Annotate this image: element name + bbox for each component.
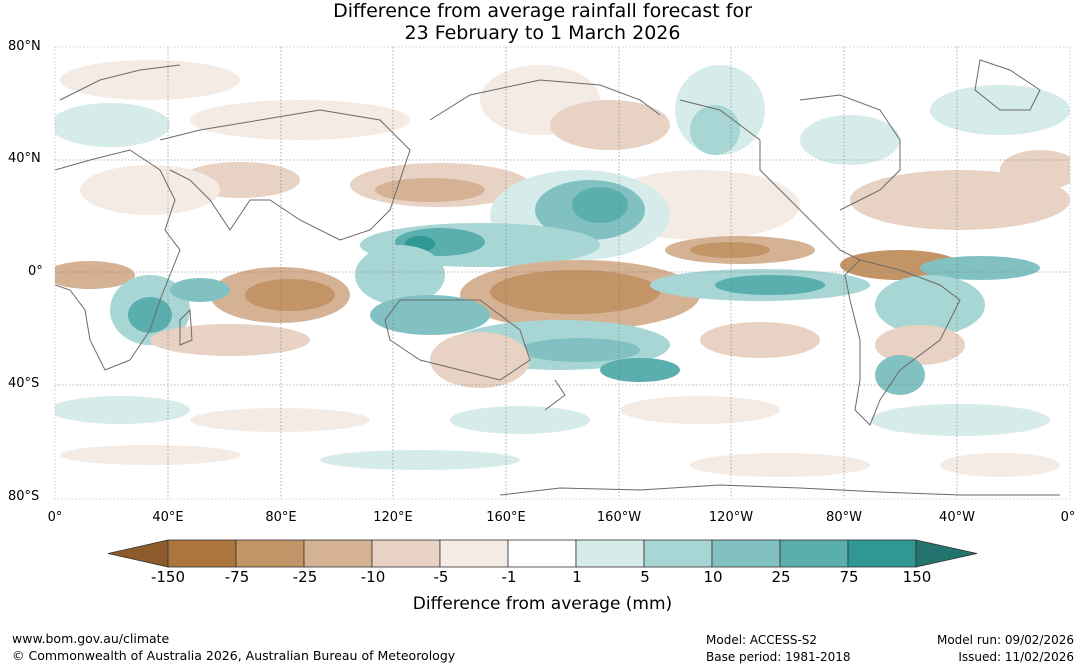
- map-frame: [54, 46, 1071, 500]
- colorbar-tick-neg25: -25: [292, 568, 318, 586]
- anomaly-fields: [55, 60, 1070, 477]
- colorbar-swatch: [167, 539, 237, 568]
- colorbar-tick-5: 5: [640, 568, 650, 586]
- footer-issued: Issued: 11/02/2026: [958, 650, 1074, 664]
- footer-url[interactable]: www.bom.gov.au/climate: [12, 631, 170, 646]
- footer-model: Model: ACCESS-S2: [706, 633, 818, 647]
- colorbar-swatch: [303, 539, 373, 568]
- colorbar-swatch: [507, 539, 577, 568]
- lon-label-0-end: 0°: [1060, 510, 1076, 525]
- lat-label-80s: 80°S: [8, 489, 40, 504]
- lat-label-40s: 40°S: [8, 376, 40, 391]
- colorbar-swatch: [847, 539, 917, 568]
- lat-label-equator: 0°: [28, 264, 43, 279]
- colorbar-title: Difference from average (mm): [412, 594, 673, 614]
- lon-label-160e: 160°E: [486, 510, 526, 525]
- colorbar-tick-neg150: -150: [150, 568, 186, 586]
- lat-label-80n: 80°N: [8, 39, 41, 54]
- lon-label-0: 0°: [47, 510, 63, 525]
- colorbar-tick-neg10: -10: [360, 568, 386, 586]
- colorbar-swatch: [711, 539, 781, 568]
- colorbar-tick-25: 25: [771, 568, 791, 586]
- coastlines: [55, 59, 1060, 496]
- lon-label-80e: 80°E: [265, 510, 297, 525]
- colorbar-extend-low: [107, 539, 169, 568]
- colorbar-swatch: [235, 539, 305, 568]
- map-title-line1: Difference from average rainfall forecas…: [333, 0, 752, 22]
- colorbar-tick-1: 1: [572, 568, 582, 586]
- colorbar-extend-high: [915, 539, 978, 568]
- colorbar-swatch: [439, 539, 509, 568]
- colorbar-tick-neg5: -5: [433, 568, 449, 586]
- colorbar-swatch: [779, 539, 849, 568]
- lon-label-160w: 160°W: [596, 510, 642, 525]
- colorbar-tick-neg1: -1: [501, 568, 517, 586]
- lon-label-120e: 120°E: [373, 510, 413, 525]
- colorbar-tick-75: 75: [839, 568, 859, 586]
- colorbar-swatch: [643, 539, 713, 568]
- footer-copyright: © Commonwealth of Australia 2026, Austra…: [12, 648, 456, 663]
- footer-model-run: Model run: 09/02/2026: [936, 633, 1074, 647]
- lon-label-40e: 40°E: [152, 510, 184, 525]
- colorbar-tick-150: 150: [902, 568, 932, 586]
- colorbar-swatch: [371, 539, 441, 568]
- colorbar-tick-10: 10: [703, 568, 723, 586]
- footer-base-period: Base period: 1981-2018: [706, 650, 851, 664]
- lon-label-120w: 120°W: [708, 510, 754, 525]
- colorbar-swatch: [575, 539, 645, 568]
- map-title-line2: 23 February to 1 March 2026: [404, 22, 681, 44]
- colorbar-tick-neg75: -75: [224, 568, 250, 586]
- lon-label-40w: 40°W: [939, 510, 975, 525]
- graticule: [55, 47, 1070, 499]
- lon-label-80w: 80°W: [826, 510, 862, 525]
- lat-label-40n: 40°N: [8, 151, 41, 166]
